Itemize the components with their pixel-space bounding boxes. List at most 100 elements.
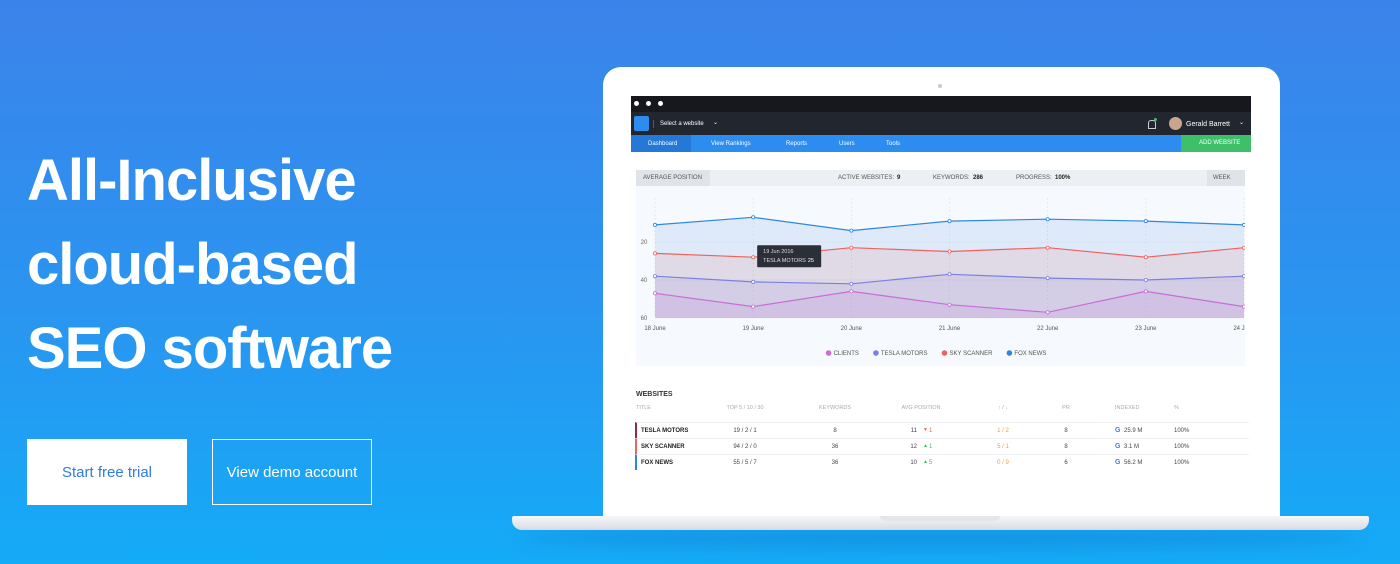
y-tick-label: 20 — [641, 240, 648, 246]
screen: Select a website ⌄ Gerald Barrett ⌄ Dash… — [631, 96, 1251, 487]
stat-label: KEYWORDS: — [933, 175, 970, 181]
table-row[interactable] — [635, 422, 1249, 438]
window-dot — [634, 101, 639, 106]
legend-label: FOX NEWS — [1014, 351, 1046, 357]
metric-label[interactable]: AVERAGE POSITION — [643, 175, 702, 181]
avg-change: 1 — [929, 444, 933, 450]
nav-item[interactable]: Dashboard — [648, 141, 678, 147]
stat-label: ACTIVE WEBSITES: — [838, 175, 895, 181]
pr: 8 — [1064, 428, 1068, 434]
table-title: WEBSITES — [636, 391, 673, 398]
column-header: KEYWORDS — [818, 405, 852, 411]
data-point — [1143, 289, 1148, 294]
metric-select[interactable]: AVERAGE POSITION — [636, 170, 710, 186]
logo — [634, 116, 649, 131]
chart: 20 40 60 18 June 19 June 20 June 21 June 22 Jun… — [636, 186, 1245, 366]
trend-arrow: ▲ — [923, 459, 928, 465]
keywords: 36 — [831, 460, 839, 466]
column-header: INDEXED — [1115, 405, 1140, 411]
window-dot — [646, 101, 651, 106]
data-point — [652, 291, 657, 296]
stat-value: 286 — [973, 175, 984, 181]
table-row[interactable] — [635, 454, 1249, 470]
start-trial-button[interactable]: Start free trial — [27, 439, 187, 505]
nav-item[interactable]: Tools — [886, 141, 901, 147]
data-point — [1143, 255, 1148, 260]
demo-button[interactable]: View demo account — [212, 439, 372, 505]
column-header: ↑ / ↓ — [997, 405, 1009, 411]
data-point — [652, 274, 657, 279]
camera — [938, 84, 942, 88]
series-area — [655, 217, 1244, 318]
site-select[interactable]: Select a website — [660, 121, 704, 127]
data-point — [652, 251, 657, 256]
stat-label: PROGRESS: — [1016, 175, 1052, 181]
data-point — [1242, 304, 1245, 309]
period-select[interactable]: WEEK — [1207, 170, 1245, 186]
nav-item[interactable]: Reports — [786, 141, 808, 147]
data-point — [1045, 217, 1050, 222]
index-icon: G — [1115, 459, 1121, 466]
indexed: 56.2 M — [1124, 460, 1143, 466]
column-header: TITLE — [636, 405, 651, 411]
column-header: PR — [1062, 405, 1070, 411]
x-tick-label: 21 June — [939, 326, 961, 332]
data-point — [1045, 310, 1050, 315]
data-point — [947, 272, 952, 277]
column-header: TOP 5 / 10 / 30 — [726, 405, 764, 411]
tooltip — [757, 245, 822, 268]
x-tick-label: 18 June — [644, 326, 666, 332]
indexed: 25.9 M — [1124, 428, 1143, 434]
top-positions: 19 / 2 / 1 — [733, 428, 757, 434]
legend-marker — [941, 350, 948, 356]
stat-value: 100% — [1055, 175, 1071, 181]
data-point — [849, 245, 854, 250]
top-positions: 55 / 5 / 7 — [733, 460, 757, 466]
data-point — [652, 222, 657, 227]
data-point — [751, 304, 756, 309]
laptop-notch — [880, 516, 1000, 521]
keywords: 36 — [831, 444, 839, 450]
data-point — [751, 255, 756, 260]
hero-title: SEO software — [27, 316, 393, 381]
y-tick-label: 40 — [641, 278, 648, 284]
period-label[interactable]: WEEK — [1213, 175, 1231, 181]
top-positions: 94 / 2 / 0 — [733, 444, 757, 450]
series-area — [655, 274, 1244, 318]
column-header: AVG POSITION — [901, 405, 941, 411]
legend-label: SKY SCANNER — [950, 351, 994, 357]
nav-item[interactable]: Users — [839, 141, 855, 147]
y-tick-label: 60 — [641, 316, 648, 322]
toolbar: AVERAGE POSITION ACTIVE WEBSITES: 9 KEYWOR… — [636, 170, 1245, 186]
up-down: 1 / 2 — [997, 428, 1009, 434]
data-point — [849, 281, 854, 286]
up-down: 5 / 1 — [997, 444, 1009, 450]
pr: 8 — [1064, 444, 1068, 450]
percent: 100% — [1174, 428, 1190, 434]
tooltip-date: 19 Jun 2016 — [763, 249, 793, 255]
avg-position: 12 — [910, 444, 917, 450]
avatar[interactable] — [1169, 117, 1182, 130]
index-icon: G — [1115, 427, 1121, 434]
table-row[interactable] — [635, 438, 1249, 454]
bell-icon[interactable] — [1148, 120, 1156, 129]
add-website-button[interactable]: ADD WEBSITE — [1181, 135, 1251, 152]
nav-item[interactable]: View Rankings — [711, 141, 751, 147]
hero-title: cloud-based — [27, 232, 359, 297]
data-point — [1242, 274, 1245, 279]
notification-dot — [1154, 118, 1157, 121]
avg-position: 11 — [910, 428, 917, 434]
avg-position: 10 — [910, 460, 917, 466]
column-header: % — [1174, 405, 1179, 411]
legend-marker — [873, 350, 879, 356]
add-website-label[interactable]: ADD WEBSITE — [1199, 140, 1241, 146]
legend-marker — [1006, 350, 1013, 356]
table: TITLE TOP 5 / 10 / 30 KEYWORDS AVG POSITION… — [631, 405, 1251, 486]
tooltip-value: 25 — [808, 258, 814, 264]
laptop-shadow — [520, 528, 1360, 548]
chevron: ⌄ — [1239, 120, 1245, 126]
data-point — [1242, 245, 1245, 250]
user-name[interactable]: Gerald Barrett — [1186, 121, 1230, 128]
avg-change: 5 — [929, 460, 933, 466]
data-point — [1045, 276, 1050, 281]
